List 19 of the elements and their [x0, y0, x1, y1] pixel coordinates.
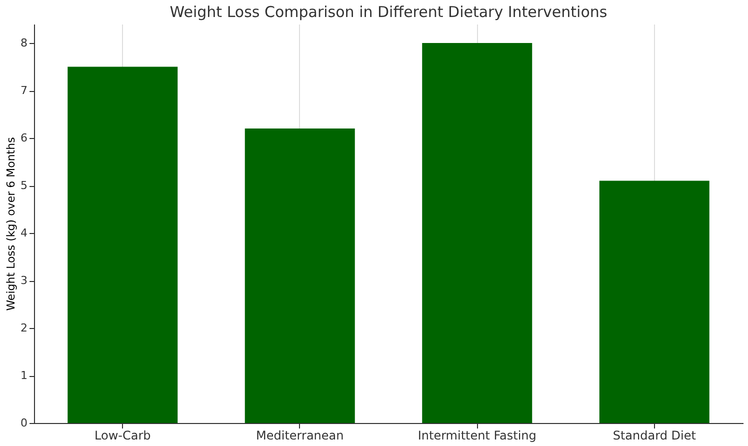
x-tick-label: Low-Carb	[94, 428, 151, 442]
bar	[68, 66, 178, 423]
y-tick-label: 0	[20, 416, 28, 430]
x-tick-label: Intermittent Fasting	[418, 428, 536, 442]
x-tick-label: Mediterranean	[256, 428, 344, 442]
y-tick-label: 4	[20, 226, 28, 240]
y-tick-label: 3	[20, 274, 28, 287]
y-tick-label: 5	[20, 179, 28, 192]
bar	[244, 128, 355, 423]
y-tick-label: 2	[20, 322, 28, 334]
y-tick-label: 1	[20, 369, 28, 382]
bar	[599, 180, 710, 423]
bar	[422, 43, 532, 423]
x-tick-label: Standard Diet	[612, 428, 696, 442]
chart-title: Weight Loss Comparison in Different Dietary Interventions	[170, 3, 608, 21]
y-tick-label: 7	[20, 84, 28, 97]
y-tick-label: 6	[20, 132, 28, 144]
y-axis-title: Weight Loss (kg) over 6 Months	[4, 136, 18, 311]
y-tick-label: 8	[20, 36, 28, 50]
